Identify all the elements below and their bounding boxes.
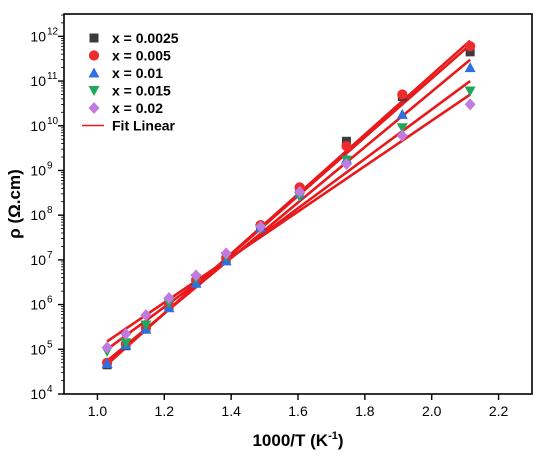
x-axis-title-main: 1000/T (K <box>252 431 328 450</box>
data-markers <box>101 41 476 370</box>
x-tick-label: 1.0 <box>88 403 108 419</box>
x-axis-title-sup: -1 <box>328 430 338 442</box>
y-tick-exponent: 11 <box>47 71 58 82</box>
data-point-series-0 <box>465 47 475 57</box>
x-tick-label: 2.2 <box>489 403 509 419</box>
y-tick-label: 10 <box>30 297 46 313</box>
data-point-series-4 <box>140 309 152 322</box>
y-tick-exponent: 12 <box>47 26 59 37</box>
legend-label-fit: Fit Linear <box>112 118 176 134</box>
y-tick-exponent: 5 <box>47 339 53 350</box>
y-tick-exponent: 8 <box>47 205 53 216</box>
data-point-series-4 <box>464 98 476 111</box>
legend-label-2: x = 0.01 <box>112 65 163 81</box>
x-tick-label: 1.2 <box>155 403 175 419</box>
y-tick-exponent: 9 <box>47 160 53 171</box>
legend-label-0: x = 0.0025 <box>112 30 179 46</box>
x-axis-title-close: ) <box>338 431 344 450</box>
y-tick-exponent: 6 <box>47 295 53 306</box>
legend-marker-0 <box>89 33 99 43</box>
y-tick-exponent: 7 <box>47 250 53 261</box>
x-tick-label: 1.8 <box>355 403 375 419</box>
data-point-series-2 <box>101 358 113 369</box>
data-point-series-4 <box>396 129 408 142</box>
data-point-series-4 <box>255 220 267 233</box>
legend-marker-1 <box>88 50 100 61</box>
y-tick-label: 10 <box>30 341 46 357</box>
y-tick-label: 10 <box>30 28 46 44</box>
data-point-series-4 <box>190 269 202 282</box>
legend-marker-2 <box>88 67 100 78</box>
data-point-series-1 <box>465 41 476 52</box>
data-point-series-2 <box>396 108 408 119</box>
legend-label-3: x = 0.015 <box>112 83 171 99</box>
data-point-series-4 <box>294 185 306 198</box>
data-point-series-1 <box>341 141 352 152</box>
legend-marker-3 <box>88 86 100 96</box>
y-tick-label: 10 <box>30 386 46 402</box>
y-axis-title: ρ (Ω.cm) <box>5 169 24 239</box>
x-tick-label: 1.6 <box>288 403 308 419</box>
x-axis-ticks: 1.0 1.2 1.4 1.6 1.8 2.0 2.2 <box>88 394 509 419</box>
data-point-series-4 <box>220 247 232 260</box>
x-tick-label: 1.4 <box>221 403 241 419</box>
y-tick-label: 10 <box>30 118 46 134</box>
x-tick-label: 2.0 <box>422 403 442 419</box>
y-tick-label: 10 <box>30 162 46 178</box>
data-point-series-3 <box>464 86 476 97</box>
data-point-series-1 <box>397 89 408 100</box>
data-point-series-4 <box>163 292 175 305</box>
data-point-series-4 <box>120 327 132 340</box>
data-point-series-4 <box>101 341 113 354</box>
legend-label-1: x = 0.005 <box>112 48 171 64</box>
x-axis-title: 1000/T (K-1) <box>252 430 343 450</box>
data-point-series-3 <box>140 320 152 331</box>
legend-label-4: x = 0.02 <box>112 100 163 116</box>
data-point-series-2 <box>464 62 476 73</box>
y-tick-label: 10 <box>30 73 46 89</box>
y-tick-label: 10 <box>30 252 46 268</box>
y-tick-exponent: 4 <box>47 384 53 395</box>
data-point-series-4 <box>340 157 352 170</box>
y-tick-exponent: 10 <box>47 116 59 127</box>
data-point-series-3 <box>120 338 132 349</box>
legend-marker-4 <box>88 102 100 114</box>
y-tick-label: 10 <box>30 207 46 223</box>
data-point-series-3 <box>396 123 408 134</box>
